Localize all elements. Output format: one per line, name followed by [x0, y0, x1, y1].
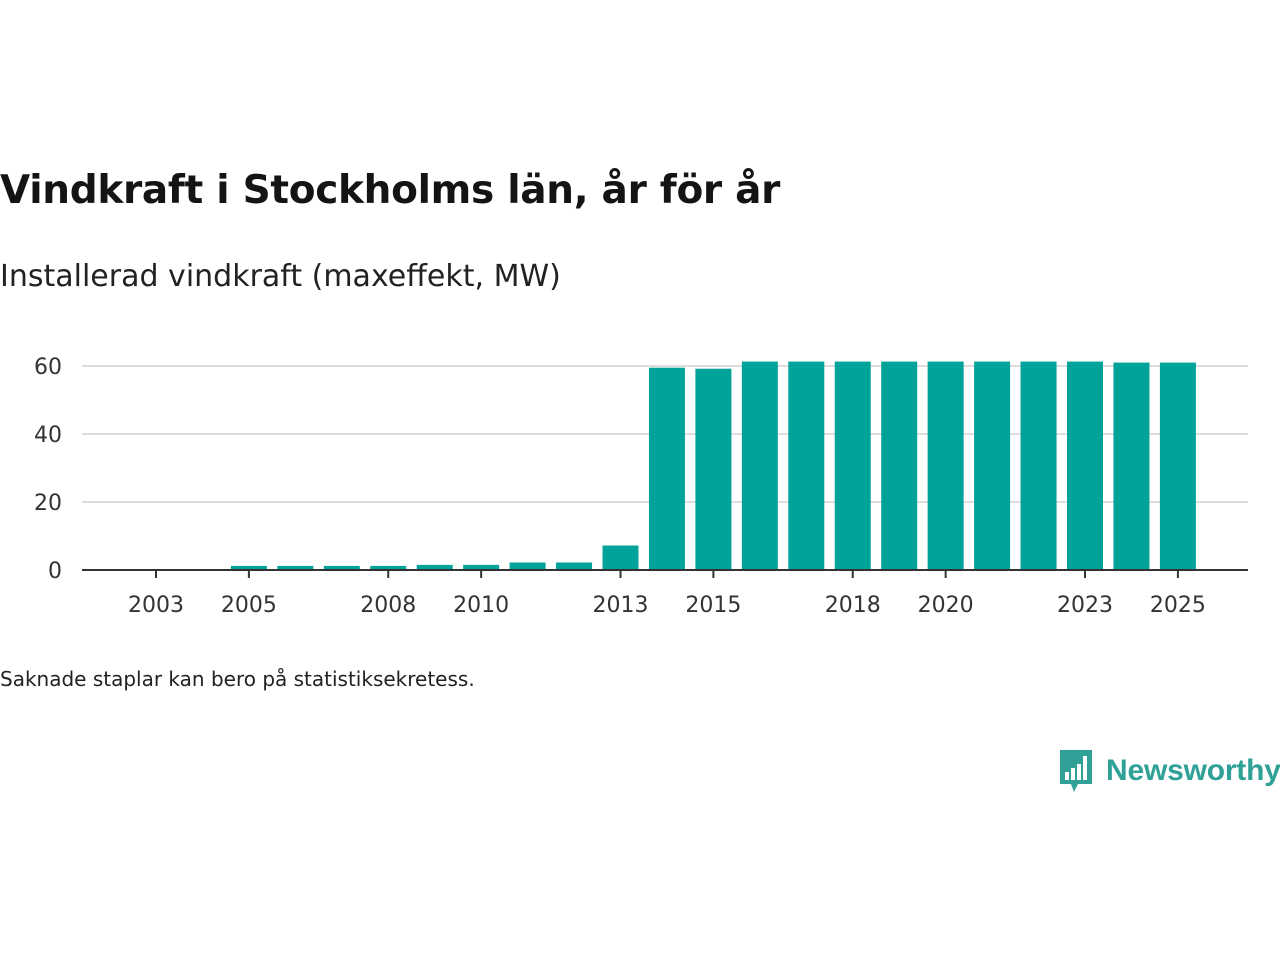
y-tick-label-40: 40 [34, 423, 62, 448]
bar-2014 [648, 367, 685, 570]
bar-2013 [602, 545, 639, 570]
bar-2010 [463, 564, 500, 570]
bar-2011 [509, 562, 546, 570]
bar-2025 [1159, 362, 1196, 570]
bar-2018 [834, 361, 871, 570]
y-tick-label-20: 20 [34, 491, 62, 516]
y-tick-label-0: 0 [48, 559, 62, 584]
bar-2020 [927, 361, 964, 570]
x-tick-label-2008: 2008 [360, 593, 416, 618]
bar-2019 [881, 361, 918, 570]
bar-chart-speech-bubble-icon [1060, 750, 1092, 792]
x-tick-label-2005: 2005 [221, 593, 277, 618]
x-tick-label-2020: 2020 [918, 593, 974, 618]
bar-2022 [1020, 361, 1057, 570]
bar-2016 [741, 361, 778, 570]
footnote: Saknade staplar kan bero på statistiksek… [0, 667, 475, 691]
bar-2005 [230, 565, 267, 570]
bar-2021 [974, 361, 1011, 570]
x-tick-label-2025: 2025 [1150, 593, 1206, 618]
bar-chart: 0 20 40 60 2003 2005 2008 2010 2013 2015 2018 2020 2… [34, 355, 1248, 618]
bar-2008 [370, 565, 407, 570]
bar-2006 [277, 565, 314, 570]
brand-logo: Newsworthy [1058, 748, 1280, 794]
bar-2009 [416, 564, 453, 570]
chart-title: Vindkraft i Stockholms län, år för år [0, 168, 781, 213]
x-tick-label-2023: 2023 [1057, 593, 1113, 618]
bar-2023 [1067, 361, 1103, 570]
chart-subtitle: Installerad vindkraft (maxeffekt, MW) [0, 259, 561, 294]
bar-2017 [788, 361, 825, 570]
bar-2012 [556, 562, 593, 570]
bar-2007 [323, 565, 360, 570]
x-tick-label-2018: 2018 [825, 593, 881, 618]
brand-name: Newsworthy [1106, 754, 1280, 787]
bar-2024 [1113, 362, 1150, 570]
x-tick-label-2010: 2010 [453, 593, 509, 618]
x-tick-label-2003: 2003 [128, 593, 184, 618]
x-tick-label-2013: 2013 [593, 593, 649, 618]
bar-2015 [695, 368, 732, 570]
y-tick-label-60: 60 [34, 355, 62, 380]
x-tick-label-2015: 2015 [685, 593, 741, 618]
